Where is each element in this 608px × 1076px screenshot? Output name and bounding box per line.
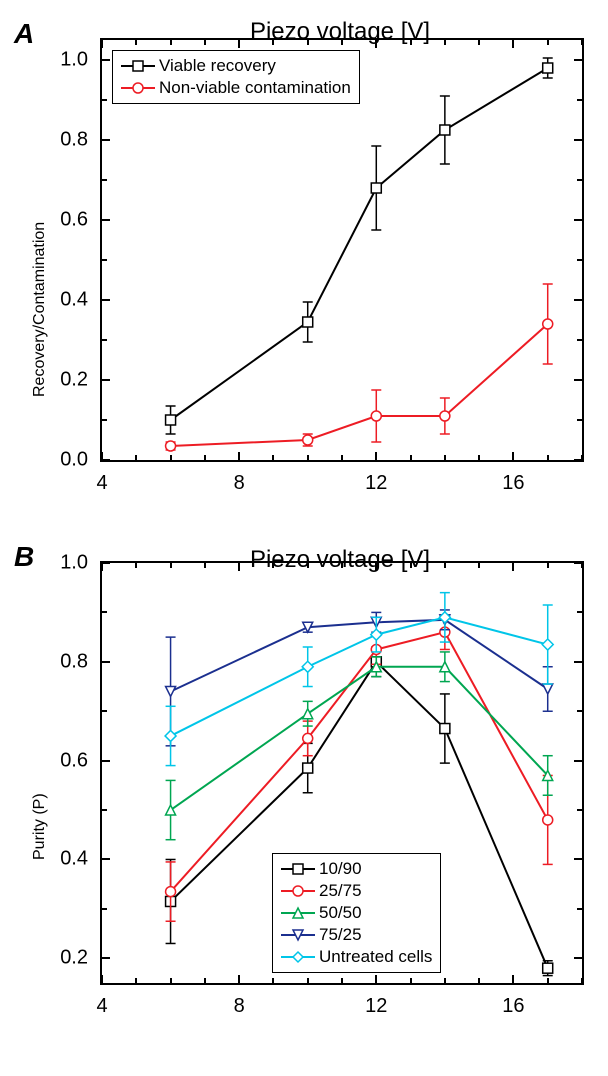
legend-label: Viable recovery [159, 55, 276, 77]
legend-item: Untreated cells [281, 946, 432, 968]
y-tick-label: 0.4 [60, 289, 88, 312]
legend-item: Viable recovery [121, 55, 351, 77]
legend-label: Non-viable contamination [159, 77, 351, 99]
legend: Viable recoveryNon-viable contamination [112, 50, 360, 104]
legend-marker [281, 906, 315, 920]
y-tick-label: 0.8 [60, 650, 88, 673]
legend-label: 50/50 [319, 902, 362, 924]
panel-a-ylabel: Recovery/Contamination [31, 97, 49, 397]
legend: 10/9025/7550/5075/25Untreated cells [272, 853, 441, 973]
legend-marker [281, 862, 315, 876]
y-tick-label: 1.0 [60, 552, 88, 575]
x-tick-label: 8 [234, 472, 245, 495]
legend-item: 25/75 [281, 880, 432, 902]
legend-label: 10/90 [319, 858, 362, 880]
y-tick-label: 0.2 [60, 369, 88, 392]
legend-label: Untreated cells [319, 946, 432, 968]
x-tick-label: 4 [96, 995, 107, 1018]
panel-b-ylabel: Purity (P) [31, 680, 49, 860]
legend-item: 10/90 [281, 858, 432, 880]
y-tick-label: 0.8 [60, 129, 88, 152]
y-tick-label: 0.4 [60, 848, 88, 871]
legend-label: 25/75 [319, 880, 362, 902]
x-tick-label: 12 [365, 472, 387, 495]
y-tick-label: 1.0 [60, 49, 88, 72]
y-tick-label: 0.0 [60, 449, 88, 472]
panel-b-plot: 4812160.20.40.60.81.010/9025/7550/5075/2… [100, 561, 584, 985]
legend-marker [121, 81, 155, 95]
y-tick-label: 0.6 [60, 209, 88, 232]
legend-item: 50/50 [281, 902, 432, 924]
y-tick-label: 0.2 [60, 947, 88, 970]
panel-b-label: B [14, 541, 34, 573]
panel-b: B Purity (P) 4812160.20.40.60.81.010/902… [10, 546, 598, 1066]
legend-marker [281, 950, 315, 964]
panel-a-label: A [14, 18, 34, 50]
panel-a-plot: 4812160.00.20.40.60.81.0Viable recoveryN… [100, 38, 584, 462]
y-tick-label: 0.6 [60, 749, 88, 772]
legend-item: Non-viable contamination [121, 77, 351, 99]
x-tick-label: 16 [502, 472, 524, 495]
legend-marker [281, 884, 315, 898]
x-tick-label: 16 [502, 995, 524, 1018]
figure: A Recovery/Contamination 4812160.00.20.4… [10, 18, 598, 1066]
legend-marker [281, 928, 315, 942]
x-tick-label: 8 [234, 995, 245, 1018]
x-tick-label: 4 [96, 472, 107, 495]
legend-label: 75/25 [319, 924, 362, 946]
legend-marker [121, 59, 155, 73]
panel-a: A Recovery/Contamination 4812160.00.20.4… [10, 18, 598, 538]
x-tick-label: 12 [365, 995, 387, 1018]
legend-item: 75/25 [281, 924, 432, 946]
